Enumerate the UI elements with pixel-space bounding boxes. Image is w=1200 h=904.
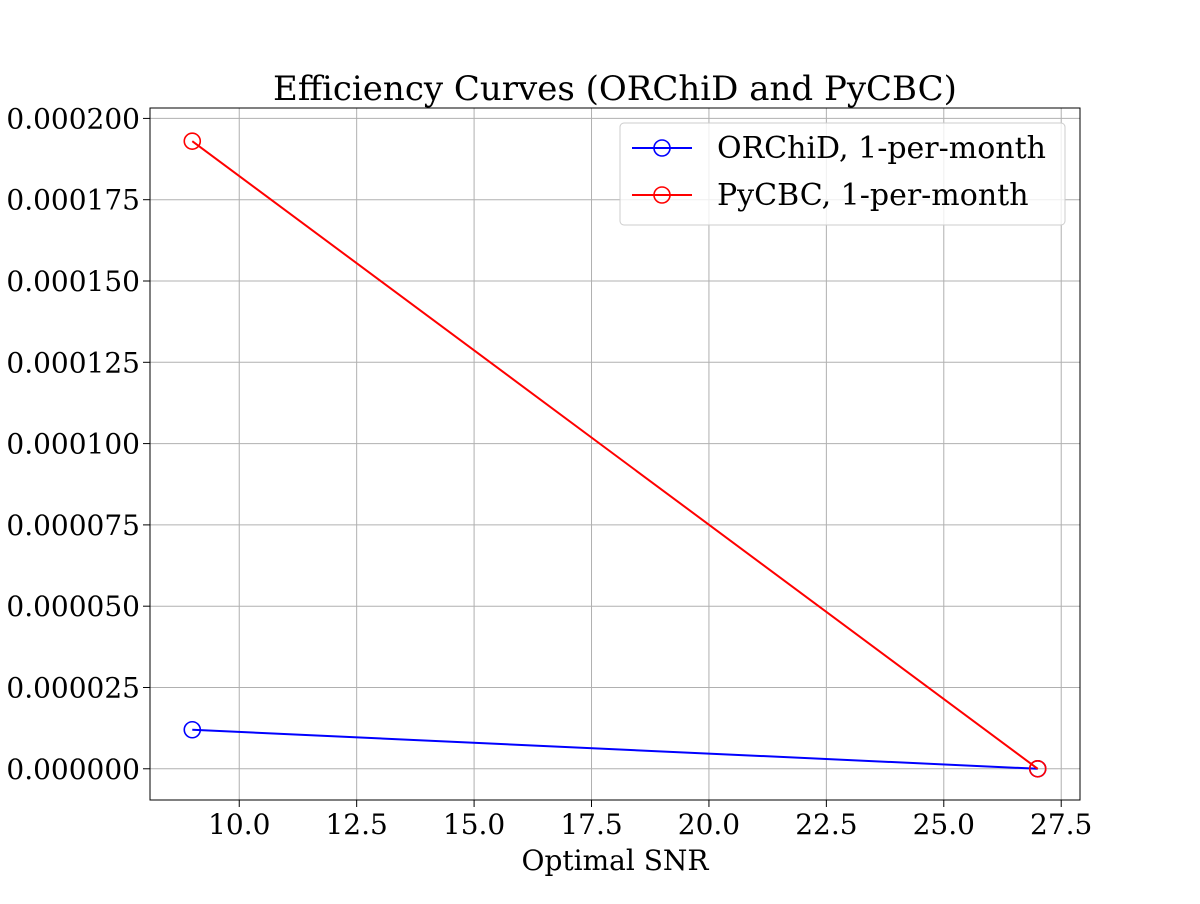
x-tick-label: 22.5 [795,808,857,841]
x-axis-label: Optimal SNR [522,844,710,877]
data-point-marker [1028,759,1047,778]
y-tick-label: 0.000200 [6,102,140,135]
legend-marker [653,186,671,204]
y-tick-label: 0.000125 [6,346,140,379]
y-tick-label: 0.000150 [6,265,140,298]
plot-frame [149,107,1081,801]
y-tick-label: 0.000175 [6,184,140,217]
x-tick-label: 20.0 [678,808,740,841]
series-layer [183,132,1047,778]
legend: ORChiD, 1-per-month PyCBC, 1-per-month [619,122,1066,226]
legend-marker [653,139,671,157]
legend-label: PyCBC, 1-per-month [717,178,1029,213]
legend-box [619,122,1066,226]
x-tick-label: 25.0 [913,808,975,841]
x-tick-label: 27.5 [1030,808,1092,841]
y-tick-label: 0.000025 [6,671,140,704]
y-tick-label: 0.000075 [6,509,140,542]
series-line [191,140,1039,770]
y-tick-label: 0.000000 [6,753,140,786]
y-axis-ticks: 0.000000 0.000025 0.000050 0.000075 0.000100… [6,102,150,786]
x-tick-label: 10.0 [208,808,270,841]
series-line [192,728,1038,770]
data-point-marker [183,132,202,150]
x-axis-ticks: 10.0 12.5 15.0 17.5 20.0 22.5 25.0 27.5 [208,800,1092,841]
x-tick-label: 15.0 [443,808,505,841]
x-tick-label: 12.5 [325,808,387,841]
y-tick-label: 0.000050 [6,590,140,623]
data-point-marker [183,720,202,739]
y-tick-label: 0.000100 [6,428,140,461]
chart-title: Efficiency Curves (ORChiD and PyCBC) [273,69,957,109]
x-tick-label: 17.5 [560,808,622,841]
legend-label: ORChiD, 1-per-month [717,131,1046,166]
